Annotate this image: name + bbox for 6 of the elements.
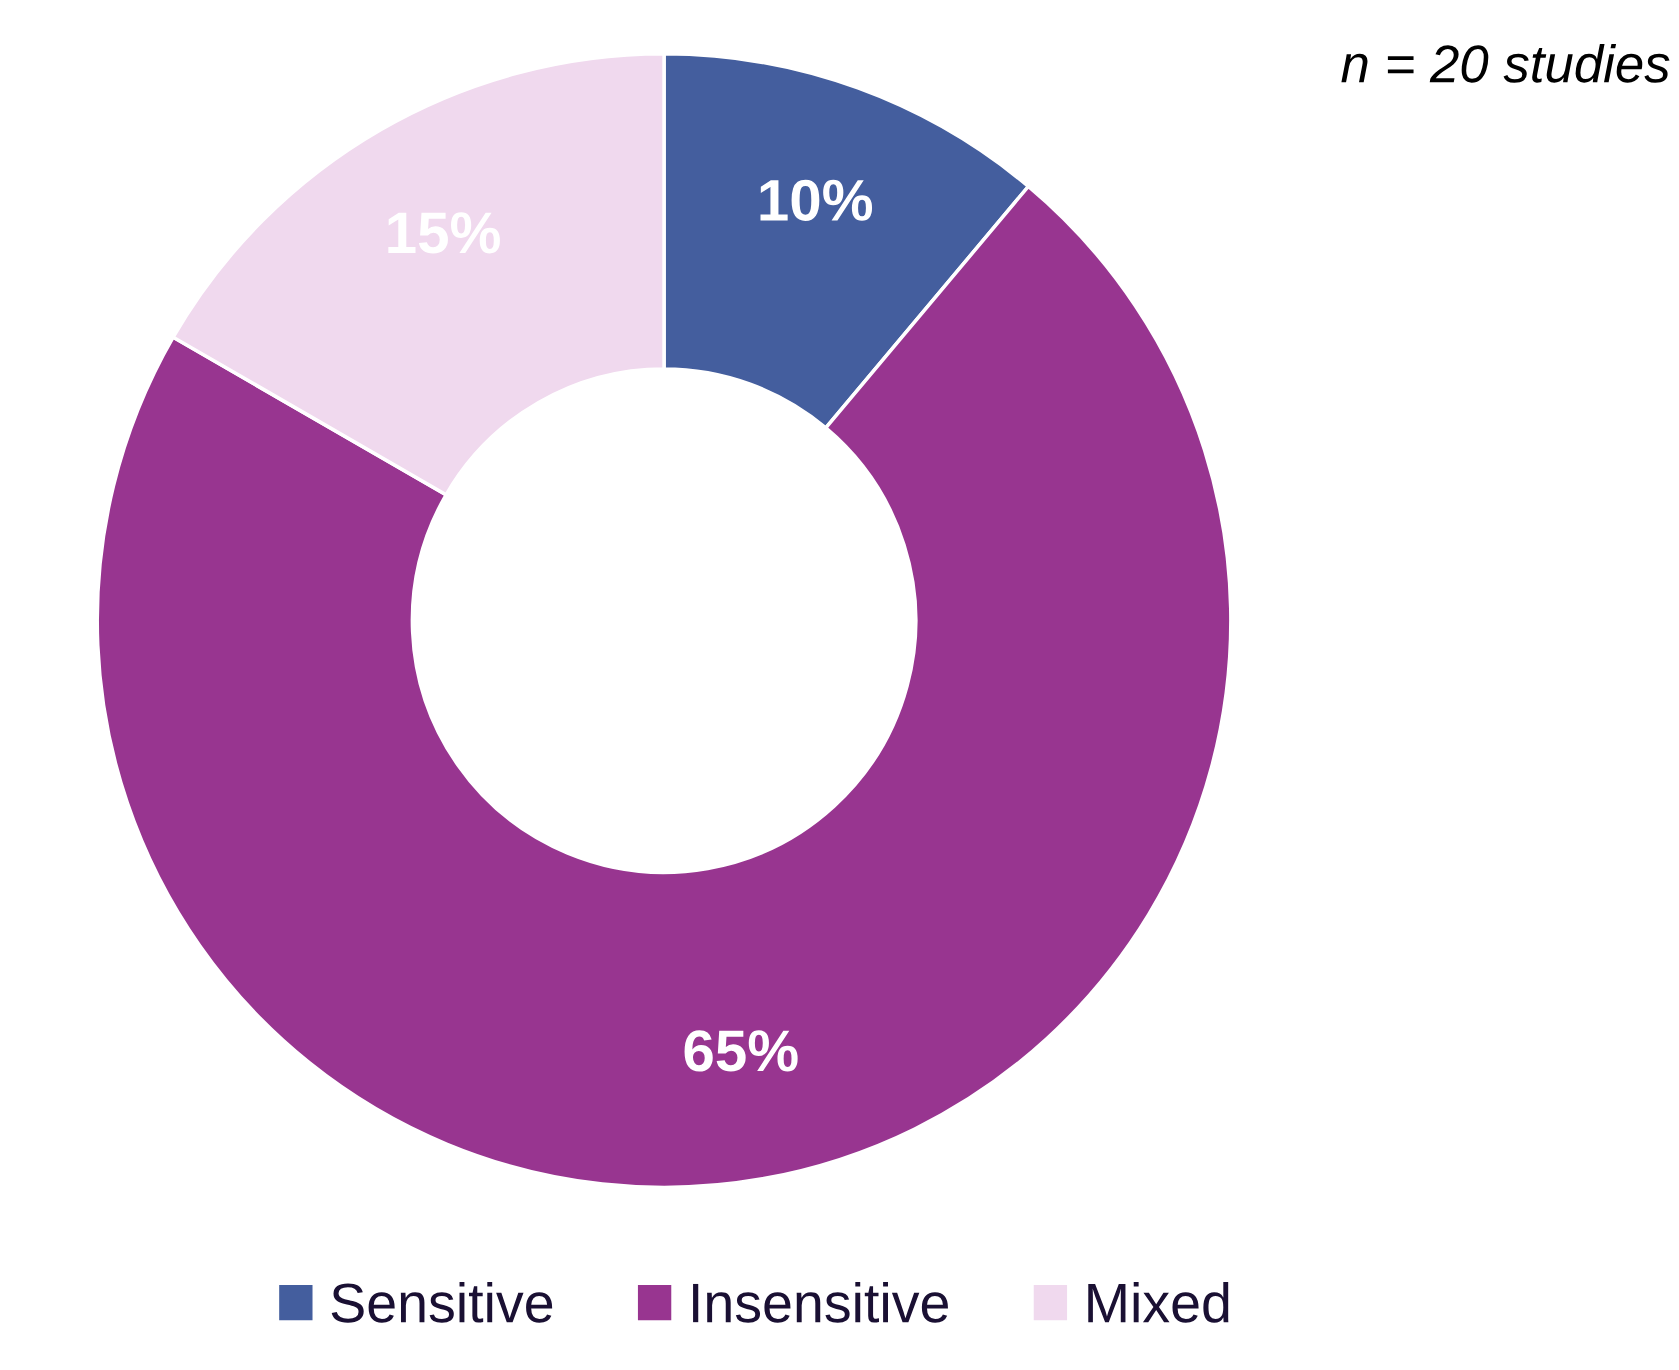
data-label: 65% <box>684 1030 798 1072</box>
text: n = 20 studies <box>1341 43 1670 83</box>
data-label: 10% <box>760 179 873 221</box>
legend-label: Mixed <box>1088 1281 1229 1323</box>
legend-label: Insensitive <box>693 1281 948 1323</box>
legend-label: Sensitive <box>331 1281 553 1323</box>
